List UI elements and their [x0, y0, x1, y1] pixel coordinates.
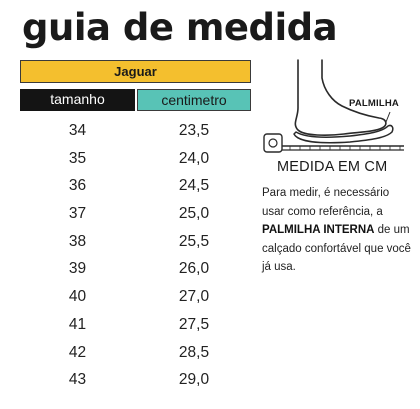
table-row: 35 24,0	[20, 145, 251, 173]
palmilha-label: PALMILHA	[349, 98, 399, 109]
page-title: guia de medida	[22, 6, 338, 49]
size-cell: 40	[68, 288, 87, 306]
size-cell: 39	[68, 260, 87, 278]
size-cell: 34	[68, 122, 87, 139]
table-row: 39 26,0	[20, 255, 251, 283]
cm-cell: 25,0	[178, 205, 210, 223]
insole-icon	[293, 124, 394, 144]
table-row: 42 28,5	[20, 339, 251, 367]
measure-title: MEDIDA EM CM	[277, 159, 388, 175]
cm-cell: 27,0	[178, 288, 210, 306]
size-cell: 42	[68, 343, 87, 361]
brand-bar: Jaguar	[20, 60, 251, 83]
cm-cell: 27,5	[178, 315, 210, 333]
measure-instructions: Para medir, é necessário usar como refer…	[262, 184, 412, 277]
size-cell: 38	[68, 232, 87, 250]
instructions-text-2: de um calçado confortável que você já us…	[262, 224, 411, 273]
cm-cell: 23,5	[178, 122, 210, 139]
cm-cell: 29,0	[178, 371, 210, 389]
table-row: 40 27,0	[20, 283, 251, 311]
cm-cell: 26,0	[178, 260, 210, 278]
size-cell: 43	[68, 371, 87, 389]
tape-measure-icon	[263, 133, 283, 153]
cm-cell: 24,5	[178, 177, 210, 195]
instructions-bold-text: PALMILHA INTERNA	[262, 224, 375, 236]
table-row: 38 25,5	[20, 228, 251, 256]
cm-cell: 25,5	[178, 232, 210, 250]
instructions-text-1: Para medir, é necessário usar como refer…	[262, 187, 390, 218]
size-cell: 37	[68, 205, 87, 223]
foot-outline-icon	[294, 59, 387, 136]
size-column-header: tamanho	[20, 89, 135, 111]
size-table: 34 23,5 35 24,0 36 24,5 37 25,0 38 25,5 …	[20, 117, 251, 394]
table-row: 36 24,5	[20, 172, 251, 200]
size-cell: 36	[68, 177, 87, 195]
table-row: 34 23,5	[20, 117, 251, 145]
foot-insole-illustration	[263, 59, 404, 153]
cm-cell: 28,5	[178, 343, 210, 361]
size-cell: 41	[68, 315, 87, 333]
cm-cell: 24,0	[178, 149, 210, 167]
cm-column-header: centimetro	[137, 89, 251, 111]
table-row: 43 29,0	[20, 366, 251, 394]
size-cell: 35	[68, 149, 87, 167]
table-row: 41 27,5	[20, 311, 251, 339]
table-row: 37 25,0	[20, 200, 251, 228]
